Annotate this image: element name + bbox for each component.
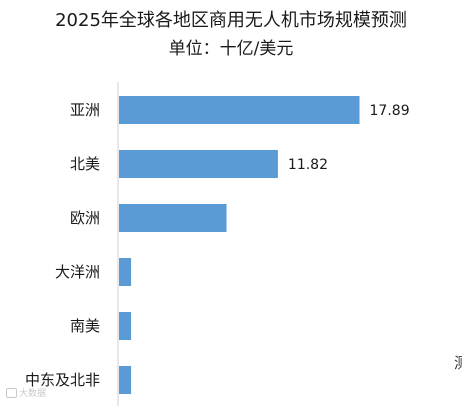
data-label-0: 17.89 bbox=[370, 103, 410, 119]
category-label-0: 亚洲 bbox=[70, 101, 100, 119]
bar-3 bbox=[119, 258, 132, 286]
category-label-2: 欧洲 bbox=[70, 209, 100, 227]
category-label-5: 中东及北非 bbox=[25, 371, 100, 389]
bar-1 bbox=[119, 150, 278, 178]
data-label-1: 11.82 bbox=[288, 157, 328, 173]
bar-4 bbox=[119, 312, 132, 340]
category-label-4: 南美 bbox=[70, 317, 100, 335]
category-label-3: 大洋洲 bbox=[55, 263, 100, 281]
chart-title: 2025年全球各地区商用无人机市场规模预测 bbox=[55, 10, 407, 31]
bar-0 bbox=[119, 96, 360, 124]
cropped-edge-text: 测 bbox=[454, 354, 462, 372]
watermark-text: 大数据 bbox=[19, 389, 47, 399]
chart-title-block: 2025年全球各地区商用无人机市场规模预测 单位：十亿/美元 bbox=[0, 8, 462, 62]
chart-subtitle: 单位：十亿/美元 bbox=[168, 39, 294, 59]
category-label-1: 北美 bbox=[70, 155, 100, 173]
weibo-icon bbox=[6, 387, 17, 398]
bar-2 bbox=[119, 204, 227, 232]
watermark: 大数据 bbox=[6, 386, 46, 399]
bar-5 bbox=[119, 366, 132, 394]
